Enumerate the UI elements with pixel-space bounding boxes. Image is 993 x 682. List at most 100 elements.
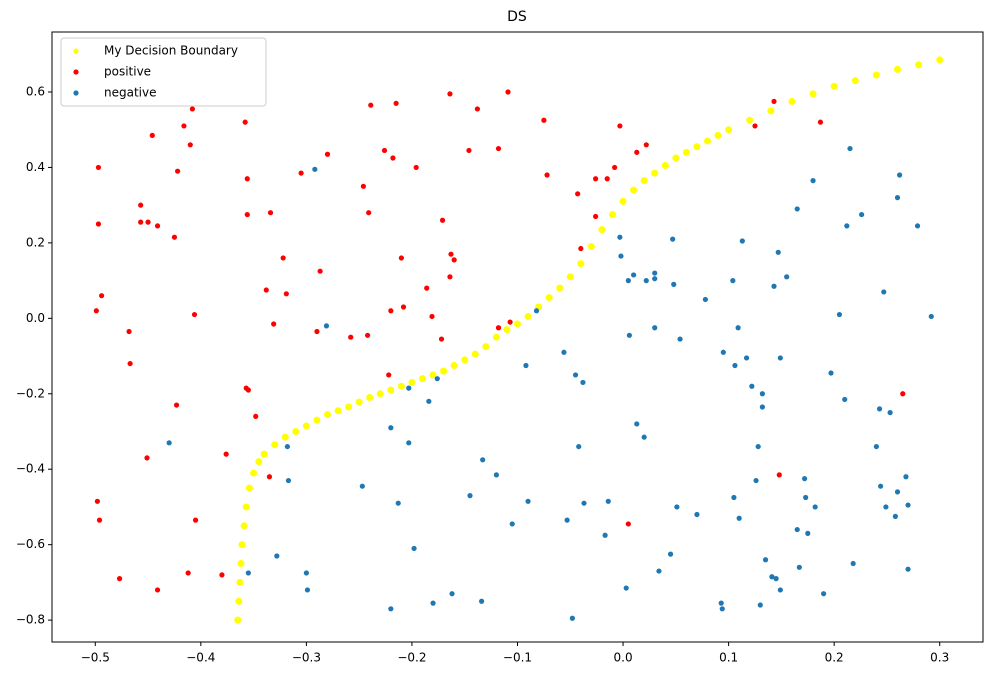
point — [905, 502, 911, 508]
point — [609, 211, 616, 219]
point — [171, 234, 178, 240]
point — [173, 402, 180, 408]
point — [677, 336, 683, 342]
point — [376, 390, 384, 398]
point — [187, 142, 193, 148]
point — [235, 597, 243, 605]
point — [334, 407, 342, 415]
point — [368, 102, 374, 108]
point — [95, 221, 102, 227]
point — [192, 517, 199, 523]
point — [245, 484, 253, 492]
point — [634, 149, 640, 155]
point — [313, 416, 321, 424]
legend-marker — [73, 69, 79, 75]
point — [544, 172, 550, 178]
point — [154, 587, 161, 593]
point — [545, 294, 553, 302]
point — [576, 443, 582, 450]
point — [725, 126, 733, 134]
point — [245, 387, 251, 393]
point — [626, 332, 632, 338]
point — [604, 176, 610, 182]
point — [593, 213, 599, 220]
point — [312, 166, 318, 172]
point — [395, 500, 401, 506]
point — [915, 61, 923, 69]
y-tick-label: −0.2 — [16, 386, 45, 400]
legend-marker — [73, 48, 79, 54]
point — [598, 226, 606, 234]
point — [704, 137, 711, 145]
point — [408, 378, 416, 386]
point — [366, 394, 374, 402]
point — [144, 455, 150, 461]
point — [419, 375, 426, 383]
point — [587, 243, 595, 251]
point — [746, 116, 754, 124]
point — [245, 570, 251, 576]
point — [266, 474, 273, 480]
point — [556, 284, 564, 292]
point — [406, 385, 412, 391]
point — [631, 272, 637, 278]
point — [438, 336, 445, 342]
point — [619, 197, 627, 205]
point — [903, 474, 909, 480]
point — [757, 602, 763, 608]
point — [821, 591, 827, 597]
point — [145, 219, 151, 225]
point — [561, 349, 567, 355]
point — [533, 308, 540, 314]
point — [739, 238, 745, 244]
point — [670, 236, 676, 242]
point — [743, 355, 750, 361]
point — [625, 278, 631, 284]
point — [769, 574, 775, 580]
point — [844, 223, 850, 229]
point — [393, 100, 399, 106]
point — [284, 443, 290, 450]
point — [656, 568, 662, 574]
point — [250, 469, 258, 477]
point — [652, 270, 658, 276]
point — [514, 320, 521, 328]
point — [788, 97, 796, 105]
point — [492, 333, 500, 341]
point — [386, 372, 392, 378]
point — [641, 434, 647, 440]
point — [784, 274, 790, 280]
point — [426, 398, 432, 404]
point — [387, 386, 395, 394]
point — [429, 313, 435, 320]
point — [602, 532, 608, 538]
point — [397, 382, 405, 390]
point — [449, 591, 455, 597]
point — [859, 211, 865, 218]
point — [411, 545, 417, 552]
point — [413, 164, 419, 171]
point — [617, 234, 623, 240]
point — [314, 328, 320, 335]
point — [523, 362, 529, 369]
point — [525, 498, 531, 504]
x-tick-label: −0.5 — [81, 651, 110, 665]
point — [400, 304, 407, 310]
point — [672, 154, 680, 162]
point — [736, 515, 742, 521]
point — [634, 421, 640, 427]
series — [93, 89, 906, 593]
point — [381, 147, 388, 154]
point — [406, 440, 412, 446]
point — [240, 522, 248, 530]
point — [181, 123, 187, 129]
point — [674, 504, 680, 510]
point — [643, 142, 649, 148]
point — [767, 107, 775, 115]
point — [260, 450, 268, 458]
x-tick-label: 0.1 — [719, 651, 738, 665]
point — [796, 564, 802, 570]
point — [283, 291, 289, 297]
point — [237, 560, 245, 568]
